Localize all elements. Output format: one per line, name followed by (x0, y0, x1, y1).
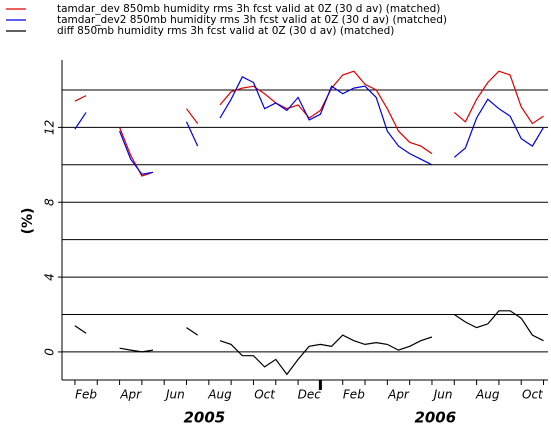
data-line (74, 75, 545, 175)
x-tick-label: Aug (207, 388, 232, 402)
x-tick-label: Apr (119, 388, 142, 402)
y-tick-label: 4 (43, 273, 57, 281)
x-major-tick (318, 380, 322, 390)
x-group-label: 2005 (183, 409, 225, 427)
x-tick-label: Oct (522, 388, 544, 402)
data-line (74, 310, 544, 376)
y-tick-label: 8 (43, 198, 57, 206)
x-tick-label: Jun (164, 388, 185, 402)
y-tick-label: 12 (43, 120, 57, 135)
legend-label: diff 850mb humidity rms 3h fcst valid at… (57, 25, 394, 37)
x-tick-label: Dec (298, 388, 322, 402)
x-group-label: 2006 (414, 409, 456, 427)
data-line (74, 70, 544, 177)
legend-label: tamdar_dev2 850mb humidity rms 3h fcst v… (57, 14, 447, 26)
x-tick-label: Aug (475, 388, 500, 402)
y-tick-label: 0 (43, 348, 57, 356)
x-tick-label: Jun (432, 388, 453, 402)
x-tick-label: Oct (254, 388, 276, 402)
x-tick-label: Apr (387, 388, 410, 402)
legend-label: tamdar_dev 850mb humidity rms 3h fcst va… (57, 3, 440, 15)
y-axis-label: (%) (20, 208, 36, 235)
x-tick-label: Feb (343, 388, 365, 402)
x-tick-label: Feb (75, 388, 97, 402)
